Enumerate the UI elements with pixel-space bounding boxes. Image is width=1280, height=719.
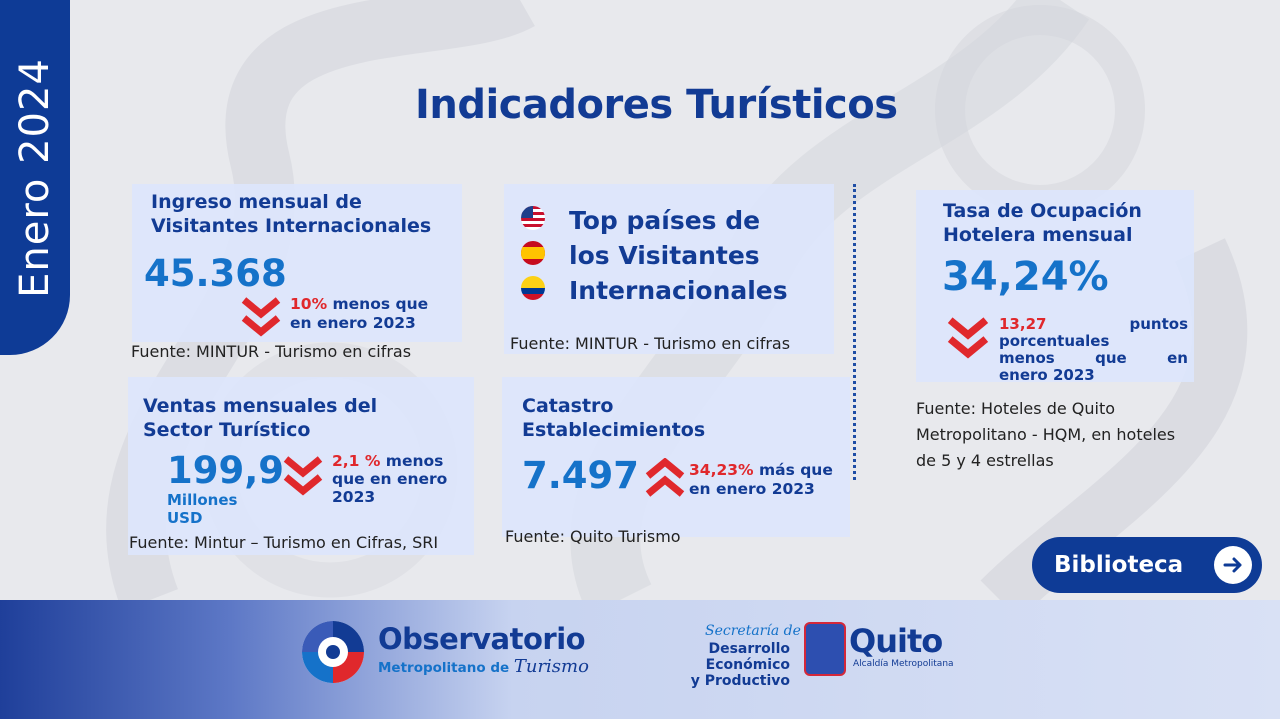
footer xyxy=(0,600,1280,719)
ventas-heading: Ventas mensuales del Sector Turístico xyxy=(143,394,377,442)
ocupacion-change-l3b: que xyxy=(1095,349,1127,367)
ocupacion-change-w1: puntos xyxy=(1129,315,1189,333)
card-catastro xyxy=(502,377,850,537)
chevron-down-icon xyxy=(241,297,281,337)
month-side-tab: Enero 2024 xyxy=(0,0,70,355)
visitantes-heading-line2: Visitantes Internacionales xyxy=(151,215,432,237)
visitantes-source: Fuente: MINTUR - Turismo en cifras xyxy=(131,342,412,361)
biblioteca-button[interactable]: Biblioteca xyxy=(1032,537,1262,593)
ocupacion-change-line4: enero 2023 xyxy=(999,366,1095,384)
paises-heading-line2: los Visitantes xyxy=(569,241,760,270)
catastro-heading: Catastro Establecimientos xyxy=(522,394,705,442)
paises-heading-line1: Top países de xyxy=(569,206,761,235)
ocupacion-change: 13,27 puntos porcentuales menos que en ener… xyxy=(999,316,1188,384)
ventas-change-pct: 2,1 % xyxy=(332,452,381,470)
usa-flag-icon xyxy=(521,206,545,230)
ventas-value: 199,9 xyxy=(167,449,285,492)
catastro-change-text2: en enero 2023 xyxy=(689,480,815,498)
catastro-source: Fuente: Quito Turismo xyxy=(505,527,681,546)
chevron-down-icon xyxy=(947,317,989,359)
ocupacion-heading-line1: Tasa de Ocupación xyxy=(943,200,1142,222)
observatorio-subtitle-script: Turismo xyxy=(513,656,589,677)
paises-source: Fuente: MINTUR - Turismo en cifras xyxy=(510,334,791,353)
ocupacion-heading-line2: Hotelera mensual xyxy=(943,224,1133,246)
page-title: Indicadores Turísticos xyxy=(415,82,898,128)
paises-heading-line3: Internacionales xyxy=(569,276,788,305)
visitantes-value: 45.368 xyxy=(144,252,287,295)
catastro-change-text1: más que xyxy=(753,461,833,479)
quito-logo-subtitle: Alcaldía Metropolitana xyxy=(853,659,954,669)
ventas-change: 2,1 % menos que en enero 2023 xyxy=(332,452,447,506)
secretaria-name: Desarrollo Económico y Productivo xyxy=(624,641,790,689)
visitantes-change-text2: en enero 2023 xyxy=(290,314,416,332)
ocupacion-change-l3a: menos xyxy=(999,349,1055,367)
ventas-unit: Millones USD xyxy=(167,491,237,527)
visitantes-change-text1: menos que xyxy=(327,295,429,313)
catastro-heading-line2: Establecimientos xyxy=(522,419,706,441)
card-ventas xyxy=(128,377,474,555)
ventas-source: Fuente: Mintur – Turismo en Cifras, SRI xyxy=(129,533,439,552)
spain-flag-icon xyxy=(521,241,545,265)
ocupacion-source: Fuente: Hoteles de Quito Metropolitano -… xyxy=(916,396,1175,474)
paises-heading: Top países de los Visitantes Internacion… xyxy=(569,203,788,308)
observatorio-subtitle: Metropolitano de Turismo xyxy=(378,656,589,677)
visitantes-change: 10% menos que en enero 2023 xyxy=(290,295,428,333)
arrow-right-icon xyxy=(1214,546,1252,584)
month-label: Enero 2024 xyxy=(12,57,59,298)
card-paises xyxy=(504,184,834,354)
chevron-up-icon xyxy=(645,458,685,497)
colombia-flag-icon xyxy=(521,276,545,300)
visitantes-heading: Ingreso mensual de Visitantes Internacio… xyxy=(151,190,431,238)
divider xyxy=(853,184,856,480)
observatorio-logo-icon xyxy=(302,621,364,683)
secretaria-line2: y Productivo xyxy=(690,673,790,689)
ocupacion-change-l3c: en xyxy=(1167,349,1188,367)
ventas-heading-line1: Ventas mensuales del xyxy=(143,395,378,417)
visitantes-heading-line1: Ingreso mensual de xyxy=(151,191,362,213)
chevron-down-icon xyxy=(283,456,323,496)
secretaria-script: Secretaría de xyxy=(705,623,801,639)
quito-logo-text: Quito xyxy=(849,622,943,660)
catastro-change: 34,23% más que en enero 2023 xyxy=(689,461,833,499)
ventas-change-text3: 2023 xyxy=(332,488,376,506)
ocupacion-value: 34,24% xyxy=(942,254,1109,300)
ventas-heading-line2: Sector Turístico xyxy=(143,419,311,441)
quito-crest-icon xyxy=(804,622,846,676)
catastro-value: 7.497 xyxy=(522,454,640,497)
ocupacion-source-line2: Metropolitano - HQM, en hoteles xyxy=(916,425,1176,444)
ocupacion-source-line3: de 5 y 4 estrellas xyxy=(916,451,1054,470)
ocupacion-heading: Tasa de Ocupación Hotelera mensual xyxy=(943,199,1142,247)
catastro-change-pct: 34,23% xyxy=(689,461,754,479)
observatorio-subtitle-text: Metropolitano de xyxy=(378,660,510,676)
ventas-change-text2: que en enero xyxy=(332,470,448,488)
biblioteca-button-label: Biblioteca xyxy=(1054,552,1184,578)
catastro-heading-line1: Catastro xyxy=(522,395,614,417)
secretaria-line1: Desarrollo Económico xyxy=(705,641,790,673)
ocupacion-change-line2: porcentuales xyxy=(999,332,1110,350)
ventas-unit-line2: USD xyxy=(167,509,203,527)
observatorio-title: Observatorio xyxy=(378,622,586,656)
ocupacion-source-line1: Fuente: Hoteles de Quito xyxy=(916,399,1116,418)
ventas-change-text1: menos xyxy=(380,452,444,470)
ventas-unit-line1: Millones xyxy=(167,491,238,509)
ocupacion-change-pct: 13,27 xyxy=(999,315,1047,333)
visitantes-change-pct: 10% xyxy=(290,295,328,313)
card-visitantes xyxy=(132,184,462,342)
